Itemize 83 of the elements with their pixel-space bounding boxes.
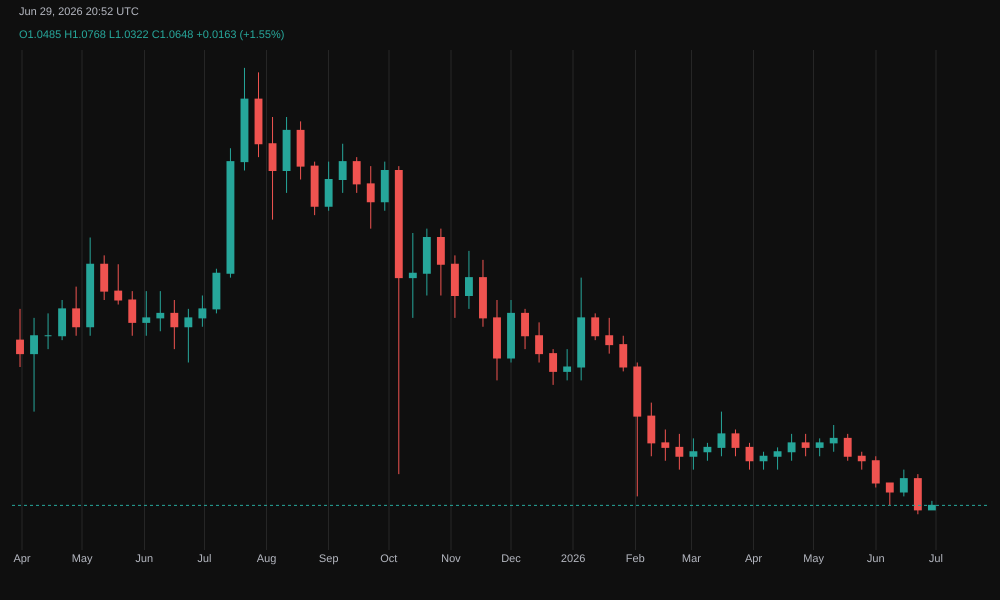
candlestick [675,433,684,470]
candlestick [703,442,712,462]
candlestick [816,438,824,457]
x-tick-label: Feb [626,553,645,565]
candlestick [746,442,754,470]
candlestick [844,433,852,462]
candlestick [44,312,52,350]
candlestick [718,411,726,457]
candlestick [535,322,544,363]
candlestick [619,335,628,372]
candlestick [577,277,586,381]
x-tick-label: Apr [744,553,762,565]
candlestick [872,456,880,488]
x-tick-label: Jul [928,553,943,565]
candlestick [760,451,768,470]
candlestick [16,308,24,368]
candlestick [212,268,220,314]
candlestick [156,290,164,332]
x-tick-label: 2026 [560,553,586,565]
candlestick [507,300,515,363]
candlestick [366,166,375,230]
x-tick-label: Jun [135,553,154,565]
candlestick [591,312,600,341]
candlestick [450,254,459,318]
text: O1.0485 H1.0768 L1.0322 C1.0648 +0.0163 (+1.55%) [19,29,284,41]
candlestick [86,237,94,336]
text: Jun 29, 2026 20:52 UTC [19,6,139,18]
candlestick [58,300,66,341]
candlestick [465,250,473,310]
candlestick [521,308,529,350]
candlestick [647,402,656,457]
candlestick [549,348,558,386]
candlestick [142,290,150,336]
candlestick [900,469,908,497]
candlestick [268,116,276,220]
x-tick-label: May [72,553,94,565]
x-tick-label: Aug [256,553,276,565]
candlestick [914,474,922,515]
candlestick [240,67,248,172]
x-tick-label: Sep [318,553,338,565]
candlestick [661,428,670,462]
candlestick [633,362,642,497]
candlestick [184,308,192,363]
candlestick [114,264,122,305]
candlestick [310,161,319,216]
candlestick [30,317,38,412]
x-tick-label: Apr [13,553,31,565]
candlestick [788,433,796,462]
candlestick [72,286,80,336]
candlestick [394,166,403,475]
candlestick [830,424,838,452]
candlestick [422,228,431,296]
candlestick [605,317,614,354]
candlestick [198,295,206,328]
candlestick [100,254,108,300]
candlestick [493,300,501,381]
x-tick-label: Nov [441,553,462,565]
x-tick-label: Jun [866,553,885,565]
candlestick [689,438,698,470]
candlestick [128,290,136,336]
candlestick [479,259,487,328]
candlestick [563,348,572,381]
candlestick [436,228,445,296]
candlestick [408,232,417,318]
x-tick-label: Mar [682,553,702,565]
candlestick [226,148,234,278]
candlestick [774,446,782,470]
candlestick [254,72,262,158]
candlestick [380,161,389,212]
candlestick [282,116,290,194]
candlestick [324,161,333,212]
x-tick-label: May [803,553,825,565]
candlestick [732,428,740,457]
candlestick [886,482,894,506]
x-tick-label: Oct [380,553,398,565]
x-tick-label: Jul [197,553,212,565]
candlestick [296,120,305,180]
candlestick [858,451,866,470]
x-tick-label: Dec [501,553,522,565]
candlestick [338,143,347,194]
candlestick [802,433,810,457]
candlestick [352,156,361,194]
candlestick [170,300,178,350]
